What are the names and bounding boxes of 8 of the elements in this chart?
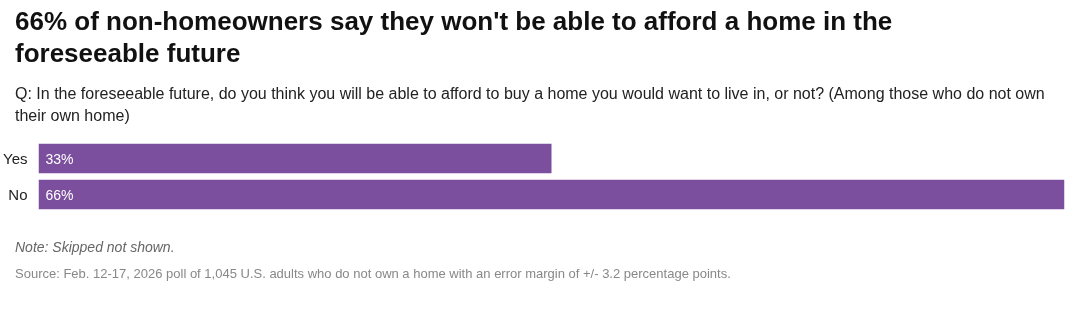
data-label: 66% — [45, 186, 74, 203]
data-label: 33% — [45, 150, 74, 167]
chart-subtitle: Q: In the foreseeable future, do you think you will be able to afford to buy a home you would want to live in, or not? (Among those who do not own their own home) — [15, 84, 1046, 126]
y-tick-label: Yes — [3, 150, 28, 167]
text: Note: Skipped not shown. — [15, 238, 176, 257]
source-note: Source: Feb. 12-17, 2026 poll of 1,045 U.S. adults who do not own a home with an error margin of +/- 3.2 percentage points. — [15, 265, 732, 283]
y-tick-label: No — [8, 186, 28, 203]
chart-title: 66% of non-homeowners say they won't be able to afford a home in the foreseeable future — [15, 5, 894, 69]
